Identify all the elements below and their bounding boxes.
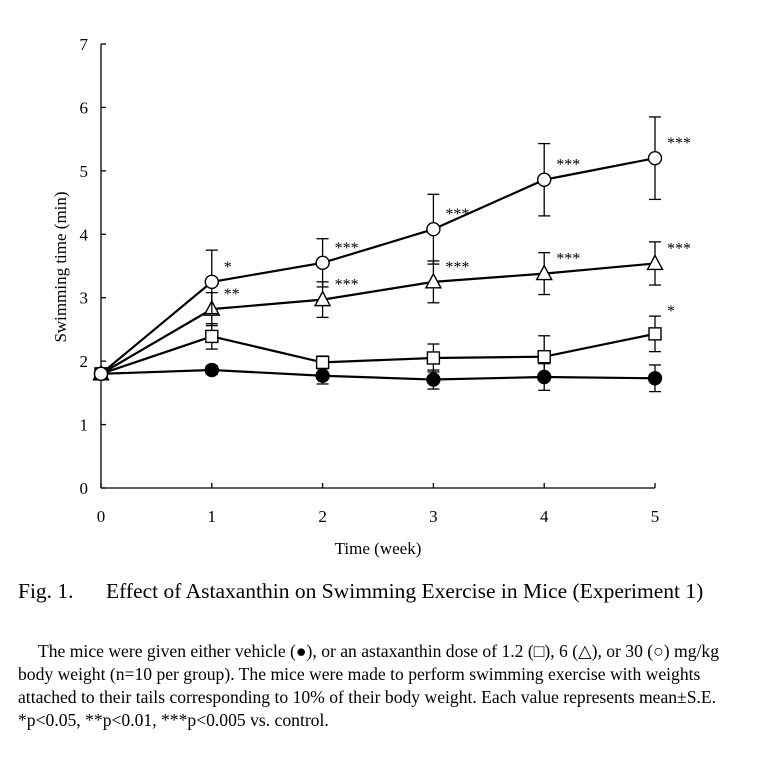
chart-marks: ********* ******************* (92, 116, 691, 393)
y-tick-label: 0 (80, 479, 89, 498)
data-point (313, 290, 332, 307)
figure-label: Fig. 1. (18, 579, 74, 603)
series-square-open: * (94, 303, 675, 381)
data-point (315, 355, 330, 370)
data-point (426, 351, 441, 365)
data-point (647, 371, 663, 386)
series-line (100, 262, 656, 375)
significance-label: *** (556, 251, 580, 268)
significance-label: *** (335, 240, 359, 257)
series-circle-filled (93, 362, 663, 393)
y-axis-label: Swimming time (min) (51, 191, 70, 342)
significance-label: *** (445, 259, 469, 276)
data-point (93, 366, 109, 382)
x-tick-label: 5 (651, 507, 660, 526)
series-line (100, 368, 656, 381)
y-tick-label: 3 (80, 289, 89, 308)
x-tick-label: 3 (429, 507, 438, 526)
significance-label: *** (556, 157, 580, 174)
significance-label: *** (667, 240, 691, 257)
series-circle-open: ************* (93, 116, 691, 382)
y-tick-label: 7 (80, 35, 89, 54)
significance-label: ** (224, 286, 240, 303)
significance-label: * (224, 259, 232, 276)
data-point (648, 327, 662, 341)
data-point (315, 368, 330, 383)
y-tick-label: 1 (80, 416, 89, 435)
significance-label: *** (445, 206, 469, 223)
series-line (100, 332, 656, 375)
chart-axes: 0 1 2 3 4 5 6 7 0 1 2 3 4 5 (80, 35, 660, 526)
data-point (537, 350, 551, 364)
x-tick-label: 1 (208, 507, 217, 526)
figure-caption-body: The mice were given either vehicle (●), … (18, 641, 720, 730)
data-point (204, 362, 220, 378)
x-axis-label: Time (week) (335, 539, 422, 558)
figure-title: Effect of Astaxanthin on Swimming Exerci… (106, 579, 704, 603)
data-point (426, 222, 441, 237)
significance-label: * (667, 303, 675, 320)
y-tick-label: 2 (80, 352, 89, 371)
data-point (537, 172, 552, 187)
data-point (424, 272, 443, 289)
data-point (315, 255, 330, 271)
figure-caption-title: Fig. 1. Effect of Astaxanthin on Swimming… (18, 578, 730, 604)
data-point (646, 253, 664, 271)
y-tick-label: 6 (80, 98, 89, 117)
series-line (100, 157, 656, 375)
y-tick-label: 4 (80, 225, 89, 244)
data-point (204, 274, 220, 290)
data-point (205, 329, 219, 344)
significance-label: *** (335, 277, 359, 294)
series-triangle-open: ******** ****** (92, 240, 691, 381)
x-tick-label: 0 (97, 507, 106, 526)
data-point (426, 372, 441, 387)
x-tick-label: 4 (540, 507, 549, 526)
significance-label: *** (667, 135, 691, 152)
data-point (647, 150, 663, 166)
y-tick-label: 5 (80, 162, 89, 181)
data-point (535, 264, 553, 281)
x-tick-label: 2 (318, 507, 327, 526)
